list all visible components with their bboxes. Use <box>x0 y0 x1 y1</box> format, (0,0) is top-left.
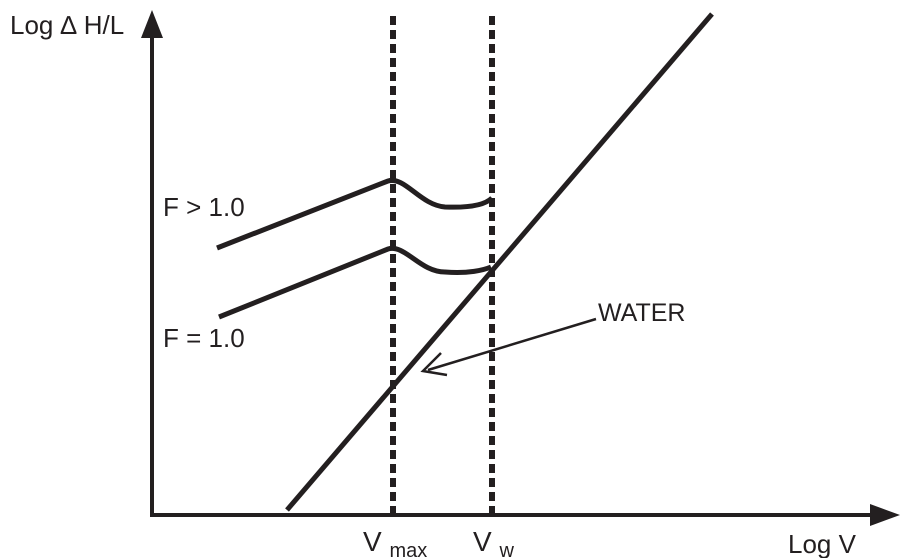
y-axis-arrowhead <box>141 10 163 38</box>
label-f-equal-1: F = 1.0 <box>163 323 245 353</box>
vmax-label: V max <box>363 526 427 558</box>
curve-f-equal-1 <box>218 245 492 320</box>
label-f-greater-than-1: F > 1.0 <box>163 192 245 222</box>
curve-f-greater-than-1 <box>216 178 494 251</box>
water-line <box>285 12 714 512</box>
vmax-label-main: V <box>363 526 382 557</box>
vw-label-main: V <box>473 526 492 557</box>
vw-label-subscript: w <box>498 540 514 558</box>
x-axis-arrowhead <box>870 504 900 526</box>
x-axis-label: Log V <box>788 529 857 558</box>
water-arrow-shaft <box>427 317 597 372</box>
vmax-label-subscript: max <box>389 540 427 558</box>
water-label: WATER <box>598 299 686 327</box>
water-arrowhead <box>420 352 448 377</box>
y-axis-label: Log ∆ H/L <box>10 10 124 40</box>
vw-label: V w <box>473 526 514 558</box>
